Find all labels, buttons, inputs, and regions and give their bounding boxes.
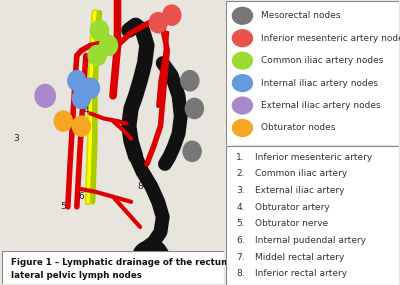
- Circle shape: [232, 97, 252, 114]
- FancyBboxPatch shape: [2, 251, 224, 284]
- Circle shape: [72, 116, 90, 136]
- Text: External iliac artery nodes: External iliac artery nodes: [260, 101, 380, 110]
- Text: 8.: 8.: [236, 269, 245, 278]
- Text: Obturator artery: Obturator artery: [255, 203, 330, 212]
- Circle shape: [183, 141, 201, 161]
- Text: Obturator nerve: Obturator nerve: [255, 219, 329, 228]
- Text: 5.: 5.: [236, 219, 245, 228]
- FancyBboxPatch shape: [226, 146, 399, 285]
- Circle shape: [90, 20, 108, 40]
- Circle shape: [149, 13, 167, 33]
- Text: 7: 7: [122, 114, 127, 123]
- Circle shape: [181, 71, 199, 91]
- Circle shape: [88, 45, 106, 66]
- Circle shape: [232, 7, 252, 24]
- Circle shape: [72, 88, 90, 109]
- Circle shape: [163, 5, 181, 25]
- Text: Inferior mesenteric artery: Inferior mesenteric artery: [255, 152, 373, 162]
- Text: 1.: 1.: [236, 152, 245, 162]
- Text: 2: 2: [104, 33, 109, 42]
- Text: Common iliac artery nodes: Common iliac artery nodes: [260, 56, 383, 65]
- Circle shape: [232, 75, 252, 91]
- Text: 4: 4: [83, 107, 89, 115]
- Circle shape: [100, 35, 118, 56]
- Text: Figure 1 – Lymphatic drainage of the rectum and: Figure 1 – Lymphatic drainage of the rec…: [11, 258, 252, 267]
- FancyBboxPatch shape: [226, 1, 399, 145]
- Text: 5: 5: [60, 202, 66, 211]
- Text: Mesorectal nodes: Mesorectal nodes: [260, 11, 340, 20]
- Text: 6.: 6.: [236, 236, 245, 245]
- Text: Obturator nodes: Obturator nodes: [260, 123, 335, 133]
- Circle shape: [232, 120, 252, 137]
- Circle shape: [35, 84, 55, 107]
- Text: Internal pudendal artery: Internal pudendal artery: [255, 236, 366, 245]
- Text: 2.: 2.: [236, 169, 245, 178]
- Text: Internal iliac artery nodes: Internal iliac artery nodes: [260, 79, 378, 87]
- Text: 4.: 4.: [236, 203, 245, 212]
- Text: 1: 1: [169, 66, 175, 75]
- Text: External iliac artery: External iliac artery: [255, 186, 345, 195]
- Circle shape: [81, 78, 100, 98]
- Text: 6: 6: [78, 192, 84, 201]
- Text: 3.: 3.: [236, 186, 245, 195]
- Text: 3: 3: [13, 134, 19, 143]
- Circle shape: [54, 111, 72, 131]
- Circle shape: [68, 71, 86, 91]
- Text: Inferior rectal artery: Inferior rectal artery: [255, 269, 348, 278]
- Circle shape: [232, 30, 252, 47]
- Text: Middel rectal artery: Middel rectal artery: [255, 253, 345, 262]
- Text: lateral pelvic lymph nodes: lateral pelvic lymph nodes: [11, 271, 142, 280]
- Circle shape: [185, 98, 203, 119]
- Text: Inferior mesenteric artery nodes: Inferior mesenteric artery nodes: [260, 34, 400, 43]
- Circle shape: [232, 52, 252, 69]
- Text: Common iliac artery: Common iliac artery: [255, 169, 348, 178]
- Text: 7.: 7.: [236, 253, 245, 262]
- Text: 8: 8: [137, 182, 143, 191]
